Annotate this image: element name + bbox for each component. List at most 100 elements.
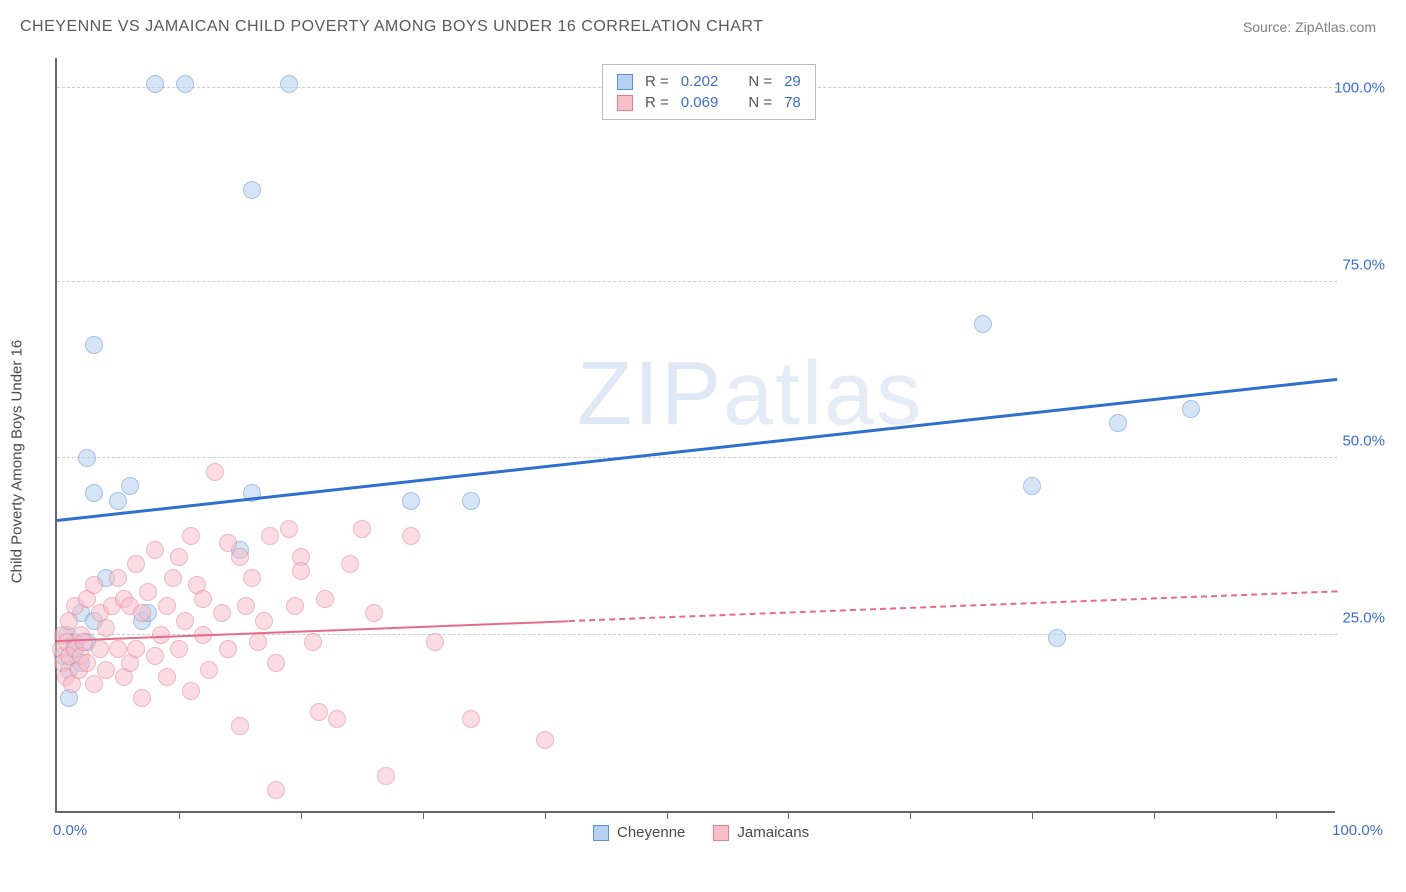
data-point [133, 604, 151, 622]
y-tick-label: 75.0% [1342, 256, 1385, 273]
gridline [57, 281, 1337, 282]
x-tick [423, 811, 424, 819]
chart-title: CHEYENNE VS JAMAICAN CHILD POVERTY AMONG… [20, 18, 763, 36]
data-point [182, 527, 200, 545]
data-point [462, 710, 480, 728]
data-point [231, 548, 249, 566]
stat-n-label: N = [748, 73, 772, 90]
data-point [78, 449, 96, 467]
data-point [353, 520, 371, 538]
x-tick [1276, 811, 1277, 819]
data-point [243, 181, 261, 199]
data-point [286, 597, 304, 615]
data-point [146, 647, 164, 665]
trend-line [569, 590, 1337, 622]
data-point [164, 569, 182, 587]
data-point [85, 484, 103, 502]
x-tick [910, 811, 911, 819]
y-axis-label: Child Poverty Among Boys Under 16 [9, 340, 26, 583]
data-point [206, 463, 224, 481]
data-point [328, 710, 346, 728]
data-point [176, 75, 194, 93]
data-point [974, 315, 992, 333]
data-point [267, 654, 285, 672]
legend-swatch [617, 95, 633, 111]
data-point [91, 640, 109, 658]
trend-line [57, 378, 1337, 522]
data-point [78, 654, 96, 672]
legend-item: Cheyenne [593, 824, 685, 841]
data-point [170, 548, 188, 566]
x-tick [1154, 811, 1155, 819]
stat-r-label: R = [645, 73, 669, 90]
stat-n-value: 29 [784, 73, 801, 90]
data-point [249, 633, 267, 651]
data-point [139, 583, 157, 601]
legend-swatch [617, 74, 633, 90]
stat-r-value: 0.069 [681, 94, 719, 111]
stats-row: R =0.069N =78 [617, 92, 801, 113]
data-point [280, 520, 298, 538]
data-point [152, 626, 170, 644]
plot-area: ZIPatlas 25.0%50.0%75.0%100.0%0.0%100.0%… [55, 58, 1335, 813]
watermark-bold: ZIP [577, 344, 723, 444]
x-tick [301, 811, 302, 819]
data-point [146, 541, 164, 559]
data-point [127, 555, 145, 573]
data-point [200, 661, 218, 679]
y-tick-label: 50.0% [1342, 433, 1385, 450]
stats-legend: R =0.202N =29R =0.069N =78 [602, 64, 816, 120]
data-point [1109, 414, 1127, 432]
data-point [304, 633, 322, 651]
data-point [133, 689, 151, 707]
data-point [109, 569, 127, 587]
legend-item: Jamaicans [713, 824, 809, 841]
data-point [341, 555, 359, 573]
data-point [1023, 477, 1041, 495]
data-point [237, 597, 255, 615]
data-point [261, 527, 279, 545]
x-tick [788, 811, 789, 819]
data-point [176, 612, 194, 630]
data-point [85, 675, 103, 693]
data-point [158, 668, 176, 686]
data-point [267, 781, 285, 799]
series-legend: Cheyenne Jamaicans [593, 824, 809, 841]
x-tick [667, 811, 668, 819]
data-point [194, 590, 212, 608]
data-point [377, 767, 395, 785]
data-point [280, 75, 298, 93]
data-point [231, 717, 249, 735]
data-point [402, 527, 420, 545]
data-point [121, 477, 139, 495]
chart-container: Child Poverty Among Boys Under 16 ZIPatl… [55, 58, 1385, 848]
data-point [365, 604, 383, 622]
data-point [310, 703, 328, 721]
data-point [255, 612, 273, 630]
data-point [158, 597, 176, 615]
source-label: Source: ZipAtlas.com [1243, 19, 1376, 35]
data-point [316, 590, 334, 608]
data-point [127, 640, 145, 658]
data-point [402, 492, 420, 510]
data-point [1182, 400, 1200, 418]
data-point [97, 619, 115, 637]
x-tick-label: 100.0% [1332, 822, 1383, 839]
data-point [146, 75, 164, 93]
data-point [536, 731, 554, 749]
x-tick-label: 0.0% [53, 822, 87, 839]
data-point [243, 569, 261, 587]
stat-r-value: 0.202 [681, 73, 719, 90]
stat-n-label: N = [748, 94, 772, 111]
x-tick [1032, 811, 1033, 819]
data-point [97, 661, 115, 679]
data-point [1048, 629, 1066, 647]
data-point [426, 633, 444, 651]
data-point [462, 492, 480, 510]
x-tick [545, 811, 546, 819]
x-tick [179, 811, 180, 819]
data-point [109, 492, 127, 510]
gridline [57, 457, 1337, 458]
data-point [85, 576, 103, 594]
stat-r-label: R = [645, 94, 669, 111]
